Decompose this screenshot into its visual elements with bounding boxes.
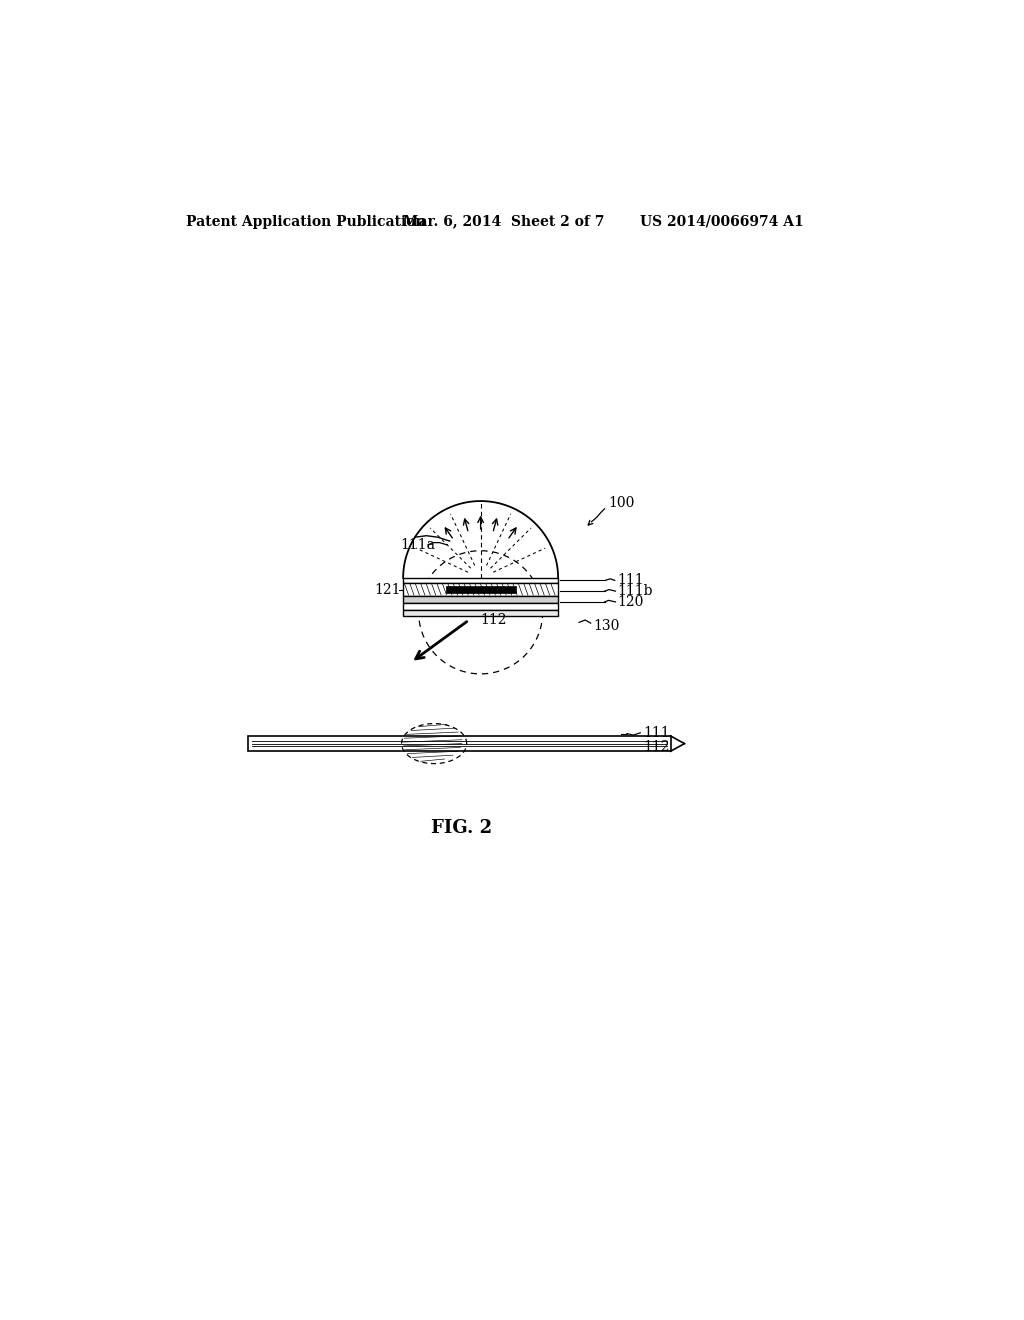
Bar [403, 595, 558, 603]
Text: 100: 100 [608, 496, 635, 511]
Bar [445, 586, 515, 594]
Bar [403, 610, 558, 615]
Text: FIG. 2: FIG. 2 [431, 820, 492, 837]
Text: 121: 121 [375, 582, 401, 597]
Text: 112: 112 [643, 741, 670, 755]
Text: 111b: 111b [617, 585, 653, 598]
Text: 130: 130 [593, 619, 620, 634]
Bar [403, 583, 558, 595]
Text: US 2014/0066974 A1: US 2014/0066974 A1 [640, 215, 803, 228]
Text: 111: 111 [617, 573, 644, 587]
Bar [403, 603, 558, 610]
Bar [403, 578, 558, 583]
Text: 112: 112 [480, 612, 506, 627]
Text: 120: 120 [617, 595, 644, 609]
Text: 111: 111 [643, 726, 670, 739]
Text: Patent Application Publication: Patent Application Publication [186, 215, 426, 228]
Text: Mar. 6, 2014  Sheet 2 of 7: Mar. 6, 2014 Sheet 2 of 7 [403, 215, 604, 228]
Bar [248, 737, 671, 751]
Text: 111a: 111a [400, 539, 436, 552]
